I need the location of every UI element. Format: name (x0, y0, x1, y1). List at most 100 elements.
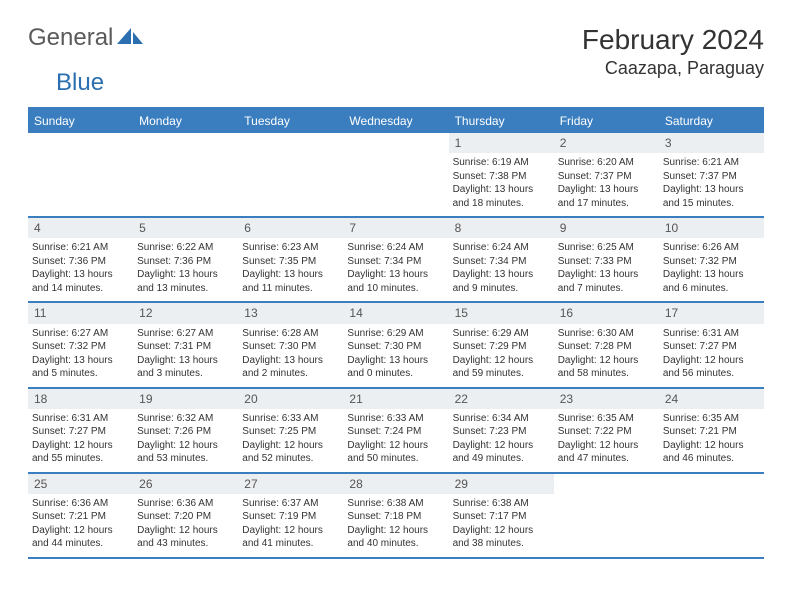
sunrise-text: Sunrise: 6:35 AM (558, 412, 655, 426)
daylight2-text: and 13 minutes. (137, 282, 234, 296)
title-block: February 2024 Caazapa, Paraguay (582, 24, 764, 79)
day-number: 6 (238, 218, 343, 238)
sunrise-text: Sunrise: 6:24 AM (453, 241, 550, 255)
daylight1-text: Daylight: 12 hours (347, 524, 444, 538)
day-number: 22 (449, 389, 554, 409)
day-number: 19 (133, 389, 238, 409)
day-cell: 17Sunrise: 6:31 AMSunset: 7:27 PMDayligh… (659, 303, 764, 386)
calendar: Sunday Monday Tuesday Wednesday Thursday… (28, 107, 764, 559)
daylight1-text: Daylight: 13 hours (663, 183, 760, 197)
day-cell: 15Sunrise: 6:29 AMSunset: 7:29 PMDayligh… (449, 303, 554, 386)
weekday-header: Thursday (449, 109, 554, 133)
sunset-text: Sunset: 7:27 PM (32, 425, 129, 439)
day-cell (554, 474, 659, 557)
daylight2-text: and 44 minutes. (32, 537, 129, 551)
day-cell: 20Sunrise: 6:33 AMSunset: 7:25 PMDayligh… (238, 389, 343, 472)
sunrise-text: Sunrise: 6:33 AM (347, 412, 444, 426)
sunset-text: Sunset: 7:35 PM (242, 255, 339, 269)
daylight1-text: Daylight: 12 hours (242, 439, 339, 453)
sunrise-text: Sunrise: 6:38 AM (347, 497, 444, 511)
daylight1-text: Daylight: 12 hours (558, 354, 655, 368)
day-number: 24 (659, 389, 764, 409)
sunset-text: Sunset: 7:29 PM (453, 340, 550, 354)
sunrise-text: Sunrise: 6:26 AM (663, 241, 760, 255)
day-cell (28, 133, 133, 216)
day-number: 16 (554, 303, 659, 323)
daylight1-text: Daylight: 13 hours (558, 183, 655, 197)
daylight2-text: and 38 minutes. (453, 537, 550, 551)
day-number: 2 (554, 133, 659, 153)
sunrise-text: Sunrise: 6:37 AM (242, 497, 339, 511)
sunrise-text: Sunrise: 6:36 AM (137, 497, 234, 511)
sunrise-text: Sunrise: 6:22 AM (137, 241, 234, 255)
day-cell: 12Sunrise: 6:27 AMSunset: 7:31 PMDayligh… (133, 303, 238, 386)
day-number: 29 (449, 474, 554, 494)
day-cell: 13Sunrise: 6:28 AMSunset: 7:30 PMDayligh… (238, 303, 343, 386)
daylight2-text: and 47 minutes. (558, 452, 655, 466)
daylight2-text: and 0 minutes. (347, 367, 444, 381)
sunrise-text: Sunrise: 6:30 AM (558, 327, 655, 341)
daylight1-text: Daylight: 12 hours (453, 354, 550, 368)
day-cell (238, 133, 343, 216)
day-number: 23 (554, 389, 659, 409)
logo-text-general: General (28, 24, 113, 52)
day-number: 14 (343, 303, 448, 323)
daylight2-text: and 6 minutes. (663, 282, 760, 296)
daylight1-text: Daylight: 12 hours (453, 524, 550, 538)
sunrise-text: Sunrise: 6:36 AM (32, 497, 129, 511)
sunrise-text: Sunrise: 6:21 AM (32, 241, 129, 255)
day-cell: 11Sunrise: 6:27 AMSunset: 7:32 PMDayligh… (28, 303, 133, 386)
sunset-text: Sunset: 7:27 PM (663, 340, 760, 354)
day-number: 25 (28, 474, 133, 494)
daylight1-text: Daylight: 12 hours (242, 524, 339, 538)
sunset-text: Sunset: 7:34 PM (453, 255, 550, 269)
weekday-header: Tuesday (238, 109, 343, 133)
day-number: 20 (238, 389, 343, 409)
daylight1-text: Daylight: 13 hours (347, 354, 444, 368)
day-cell: 19Sunrise: 6:32 AMSunset: 7:26 PMDayligh… (133, 389, 238, 472)
daylight2-text: and 7 minutes. (558, 282, 655, 296)
daylight2-text: and 59 minutes. (453, 367, 550, 381)
weekday-header: Sunday (28, 109, 133, 133)
daylight1-text: Daylight: 13 hours (663, 268, 760, 282)
sunset-text: Sunset: 7:26 PM (137, 425, 234, 439)
daylight2-text: and 18 minutes. (453, 197, 550, 211)
daylight1-text: Daylight: 13 hours (137, 354, 234, 368)
sunset-text: Sunset: 7:17 PM (453, 510, 550, 524)
daylight2-text: and 50 minutes. (347, 452, 444, 466)
daylight2-text: and 9 minutes. (453, 282, 550, 296)
month-title: February 2024 (582, 24, 764, 56)
sunset-text: Sunset: 7:23 PM (453, 425, 550, 439)
daylight2-text: and 43 minutes. (137, 537, 234, 551)
day-cell: 29Sunrise: 6:38 AMSunset: 7:17 PMDayligh… (449, 474, 554, 557)
sunrise-text: Sunrise: 6:32 AM (137, 412, 234, 426)
sunrise-text: Sunrise: 6:24 AM (347, 241, 444, 255)
day-cell: 6Sunrise: 6:23 AMSunset: 7:35 PMDaylight… (238, 218, 343, 301)
daylight2-text: and 10 minutes. (347, 282, 444, 296)
daylight2-text: and 56 minutes. (663, 367, 760, 381)
sunrise-text: Sunrise: 6:35 AM (663, 412, 760, 426)
day-number: 21 (343, 389, 448, 409)
week-row: 1Sunrise: 6:19 AMSunset: 7:38 PMDaylight… (28, 133, 764, 218)
daylight2-text: and 46 minutes. (663, 452, 760, 466)
sunset-text: Sunset: 7:19 PM (242, 510, 339, 524)
logo-sail-icon (117, 26, 143, 51)
daylight2-text: and 15 minutes. (663, 197, 760, 211)
sunrise-text: Sunrise: 6:27 AM (32, 327, 129, 341)
daylight2-text: and 11 minutes. (242, 282, 339, 296)
sunset-text: Sunset: 7:38 PM (453, 170, 550, 184)
day-cell: 28Sunrise: 6:38 AMSunset: 7:18 PMDayligh… (343, 474, 448, 557)
sunrise-text: Sunrise: 6:29 AM (453, 327, 550, 341)
day-cell: 10Sunrise: 6:26 AMSunset: 7:32 PMDayligh… (659, 218, 764, 301)
daylight2-text: and 52 minutes. (242, 452, 339, 466)
location: Caazapa, Paraguay (582, 58, 764, 79)
week-row: 11Sunrise: 6:27 AMSunset: 7:32 PMDayligh… (28, 303, 764, 388)
sunrise-text: Sunrise: 6:29 AM (347, 327, 444, 341)
daylight1-text: Daylight: 13 hours (558, 268, 655, 282)
day-cell: 14Sunrise: 6:29 AMSunset: 7:30 PMDayligh… (343, 303, 448, 386)
sunrise-text: Sunrise: 6:33 AM (242, 412, 339, 426)
day-number: 13 (238, 303, 343, 323)
sunset-text: Sunset: 7:24 PM (347, 425, 444, 439)
sunrise-text: Sunrise: 6:34 AM (453, 412, 550, 426)
daylight1-text: Daylight: 12 hours (347, 439, 444, 453)
